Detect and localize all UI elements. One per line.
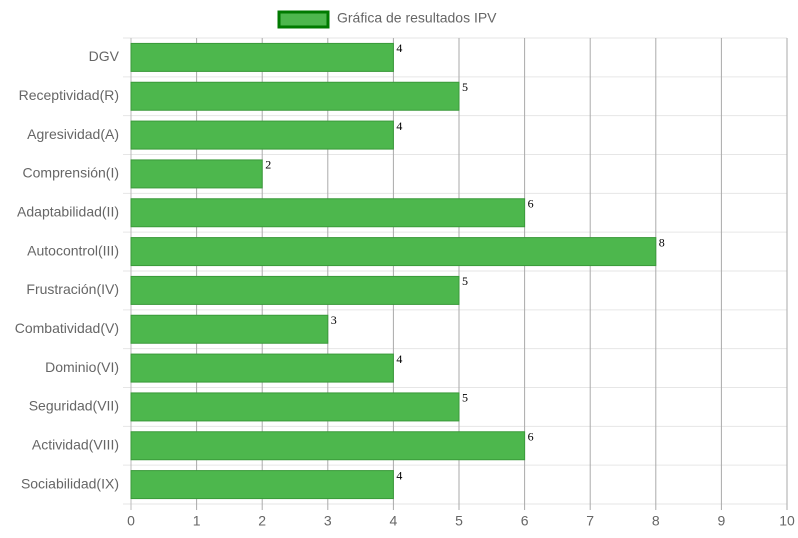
bar: [130, 353, 394, 383]
x-tick-label: 10: [779, 513, 795, 529]
value-label: 5: [462, 274, 468, 288]
y-tick-label: Agresividad(A): [27, 126, 119, 142]
y-tick-label: DGV: [89, 48, 120, 64]
value-label: 4: [396, 468, 402, 482]
bar: [130, 314, 329, 344]
bar: [130, 81, 460, 111]
bar: [130, 237, 657, 267]
bar: [130, 431, 526, 461]
bar: [130, 42, 394, 72]
x-tick-label: 6: [521, 513, 529, 529]
x-tick-label: 4: [390, 513, 398, 529]
y-tick-label: Receptividad(R): [19, 87, 119, 103]
value-label: 8: [659, 235, 665, 249]
value-label: 4: [396, 41, 402, 55]
bar: [130, 159, 263, 189]
y-tick-label: Seguridad(VII): [29, 398, 119, 414]
legend-swatch: [277, 10, 330, 29]
value-label: 5: [462, 80, 468, 94]
y-tick-label: Autocontrol(III): [27, 242, 119, 258]
x-tick-label: 1: [193, 513, 201, 529]
y-tick-label: Adaptabilidad(II): [17, 203, 119, 219]
y-tick-label: Comprensión(I): [23, 165, 119, 181]
value-label: 2: [265, 158, 271, 172]
bar: [130, 470, 394, 500]
x-tick-label: 5: [455, 513, 463, 529]
x-tick-label: 7: [586, 513, 594, 529]
bar: [130, 120, 394, 150]
y-tick-label: Frustración(IV): [26, 281, 119, 297]
x-tick-label: 0: [127, 513, 135, 529]
bar: [130, 275, 460, 305]
y-tick-label: Actividad(VIII): [32, 436, 119, 452]
x-tick-label: 2: [258, 513, 266, 529]
bar: [130, 198, 526, 228]
bar: [130, 392, 460, 422]
y-tick-label: Sociabilidad(IX): [21, 475, 119, 491]
x-tick-label: 8: [652, 513, 660, 529]
value-label: 6: [528, 197, 534, 211]
value-label: 6: [528, 430, 534, 444]
y-tick-label: Dominio(VI): [45, 359, 119, 375]
value-label: 5: [462, 391, 468, 405]
x-tick-label: 9: [718, 513, 726, 529]
value-label: 3: [331, 313, 337, 327]
legend-label: Gráfica de resultados IPV: [337, 10, 497, 26]
y-tick-label: Combatividad(V): [15, 320, 119, 336]
value-label: 4: [396, 119, 402, 133]
value-label: 4: [396, 352, 402, 366]
x-tick-label: 3: [324, 513, 332, 529]
